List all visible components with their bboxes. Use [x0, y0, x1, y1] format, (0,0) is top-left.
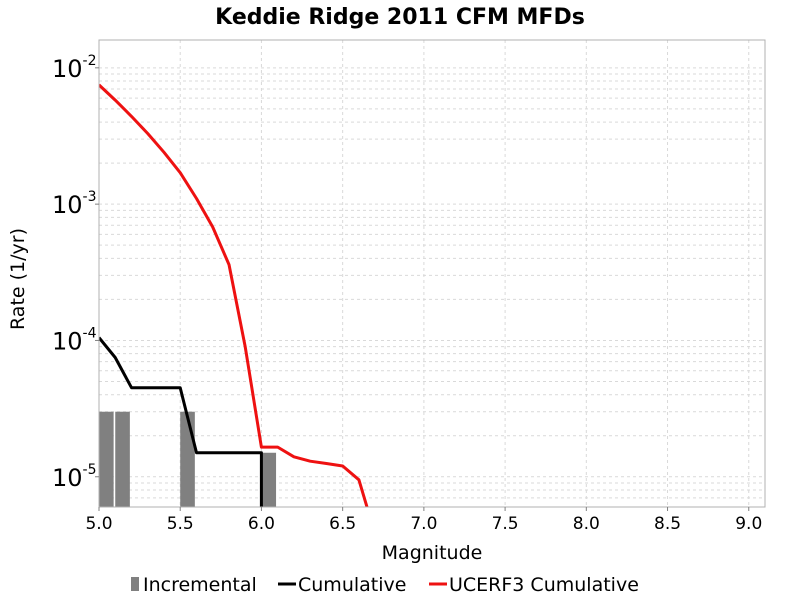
x-tick-label: 7.5: [492, 514, 519, 534]
incremental-bars: [99, 411, 277, 507]
series-lines: [99, 83, 369, 507]
x-tick-label: 5.0: [85, 514, 112, 534]
legend-label-incremental: Incremental: [143, 574, 257, 596]
y-tick-labels: 10-5 10-4 10-3 10-2: [52, 53, 99, 492]
incremental-bar: [115, 411, 130, 507]
x-tick-label: 8.5: [654, 514, 681, 534]
y-axis-label: Rate (1/yr): [7, 228, 29, 330]
x-axis-label: Magnitude: [382, 542, 483, 564]
x-tick-label: 7.0: [410, 514, 437, 534]
y-tick-label: 10-3: [52, 189, 97, 219]
x-tick-labels: 5.0 5.5 6.0 6.5 7.0 7.5 8.0 8.5 9.0: [85, 507, 762, 534]
x-tick-label: 5.5: [167, 514, 194, 534]
x-tick-label: 9.0: [735, 514, 762, 534]
legend: Incremental Cumulative UCERF3 Cumulative: [131, 574, 639, 596]
grid: [98, 40, 765, 508]
y-tick-label: 10-4: [52, 325, 97, 355]
incremental-bar: [261, 452, 277, 507]
legend-label-cumulative: Cumulative: [298, 574, 406, 596]
y-tick-label: 10-2: [52, 53, 97, 83]
plot-area-border: [98, 39, 766, 508]
incremental-bar: [180, 411, 195, 507]
cumulative-line: [99, 336, 263, 507]
y-tick-label: 10-5: [52, 462, 97, 492]
incremental-bar: [99, 411, 114, 507]
x-tick-label: 6.5: [329, 514, 356, 534]
x-tick-label: 8.0: [573, 514, 600, 534]
ucerf3-cumulative-line: [99, 83, 369, 507]
chart-title: Keddie Ridge 2011 CFM MFDs: [215, 5, 585, 30]
legend-swatch-incremental: [131, 577, 139, 591]
x-tick-label: 6.0: [248, 514, 275, 534]
legend-label-ucerf3-cumulative: UCERF3 Cumulative: [449, 574, 639, 596]
